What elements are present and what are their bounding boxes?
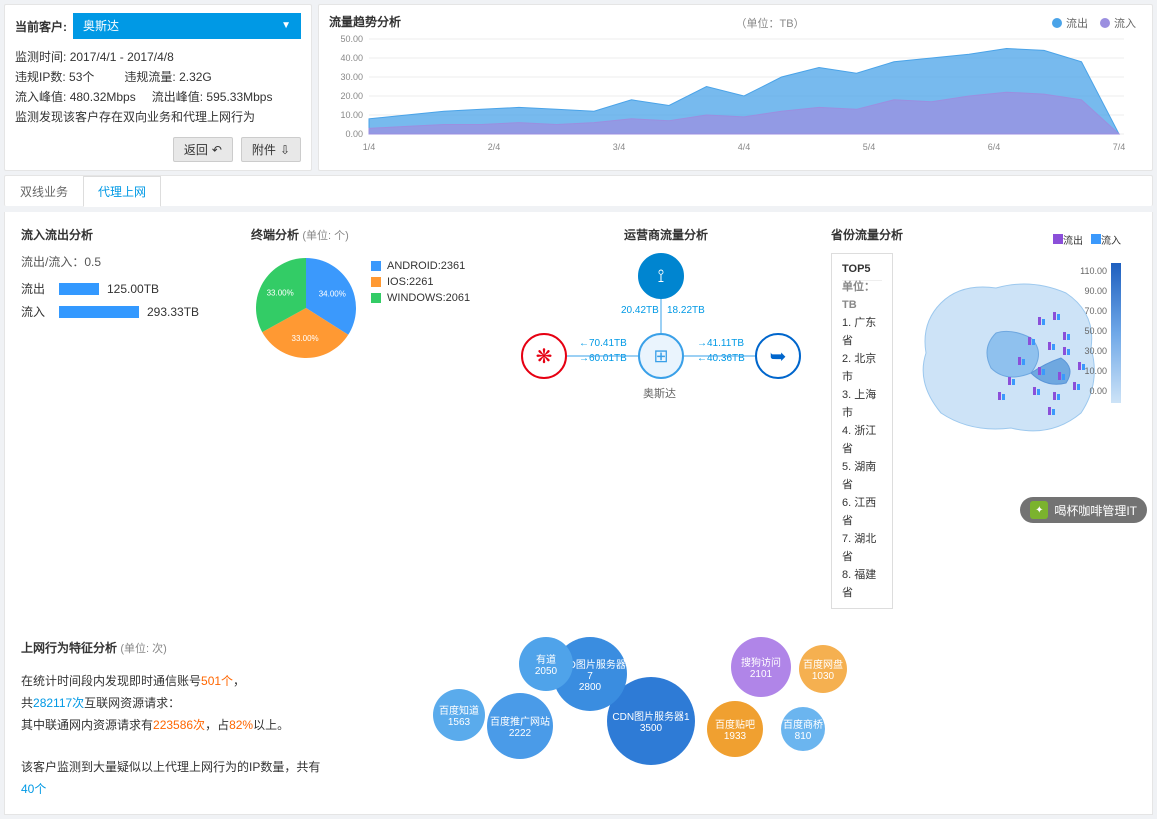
svg-text:40.00: 40.00 [340, 53, 363, 63]
in-peak-label: 流入峰值: [15, 90, 66, 104]
svg-text:1/4: 1/4 [363, 142, 376, 152]
violation-ip-value: 53个 [69, 70, 94, 84]
carrier-title: 运营商流量分析 [521, 226, 811, 243]
behavior-text: 上网行为特征分析 (单位: 次) 在统计时间段内发现即时通信账号501个， 共2… [21, 637, 321, 800]
province-section: 省份流量分析 流出 流入 TOP5单位：TB 1. 广东省2. 北京市3. 上海… [831, 226, 1121, 609]
svg-text:7/4: 7/4 [1113, 142, 1126, 152]
svg-text:10.00: 10.00 [340, 110, 363, 120]
bubble-item[interactable]: 有道2050 [519, 637, 573, 691]
violation-ip-label: 违规IP数: [15, 70, 66, 84]
trend-panel: 流量趋势分析 （单位：TB） 流出 流入 0.0010.0020.0030.00… [318, 4, 1153, 171]
tab-bar: 双线业务 代理上网 [4, 175, 1153, 206]
tab-content: 流入流出分析 流出/流入：0.5 流出125.00TB 流入293.33TB 终… [4, 212, 1153, 815]
province-top5: TOP5单位：TB 1. 广东省2. 北京市3. 上海市4. 浙江省5. 湖南省… [831, 253, 893, 609]
svg-text:33.00%: 33.00% [267, 289, 294, 298]
out-bar [59, 283, 99, 295]
back-button[interactable]: 返回↶ [173, 137, 233, 162]
customer-select[interactable]: 奥斯达 [73, 13, 301, 39]
in-value: 293.33TB [147, 305, 199, 319]
terminal-section: 终端分析 (单位: 个) 34.00%33.00%33.00% ANDROID:… [251, 226, 501, 609]
svg-text:6/4: 6/4 [988, 142, 1001, 152]
svg-text:30.00: 30.00 [340, 72, 363, 82]
china-map: 110.0090.0070.0050.0030.0010.000.00 [901, 253, 1121, 473]
bubble-item[interactable]: 百度推广网站2222 [487, 693, 553, 759]
terminal-legend: ANDROID:2361IOS:2261WINDOWS:2061 [371, 256, 470, 609]
inout-ratio: 0.5 [84, 255, 101, 269]
wechat-icon: ✦ [1030, 501, 1048, 519]
violation-flow-label: 违规流量: [124, 70, 175, 84]
customer-label: 当前客户: [15, 18, 67, 35]
svg-text:33.00%: 33.00% [291, 334, 318, 343]
trend-chart: 0.00 10.00 20.00 30.00 40.00 50.00 1/4 2/4 3/4 4/… [329, 34, 1129, 154]
undo-icon: ↶ [212, 143, 222, 157]
svg-text:34.00%: 34.00% [319, 290, 346, 299]
inout-section: 流入流出分析 流出/流入：0.5 流出125.00TB 流入293.33TB [21, 226, 231, 609]
watermark: ✦ 喝杯咖啡管理IT [1020, 497, 1147, 523]
svg-text:0.00: 0.00 [345, 129, 363, 139]
violation-flow-value: 2.32G [179, 70, 212, 84]
svg-text:2/4: 2/4 [488, 142, 501, 152]
in-peak-value: 480.32Mbps [70, 90, 136, 104]
svg-text:3/4: 3/4 [613, 142, 626, 152]
bubble-item[interactable]: 百度网盘1030 [799, 645, 847, 693]
gradient-legend [1111, 263, 1121, 403]
svg-text:5/4: 5/4 [863, 142, 876, 152]
tab-dualline[interactable]: 双线业务 [5, 176, 83, 207]
trend-legend: 流出 流入 [1052, 15, 1136, 31]
monitor-time-label: 监测时间: [15, 50, 66, 64]
trend-unit: （单位：TB） [736, 15, 805, 31]
svg-text:20.00: 20.00 [340, 91, 363, 101]
terminal-title: 终端分析 [251, 228, 299, 242]
bubble-item[interactable]: 百度知道1563 [433, 689, 485, 741]
bubble-item[interactable]: 百度贴吧1933 [707, 701, 763, 757]
download-icon: ⇩ [280, 143, 290, 157]
carrier-section: 运营商流量分析 ⟟ ❋ ➥ ⊞ 奥斯达 20.42TB 18.22TB ←70.… [521, 226, 811, 609]
bubble-item[interactable]: 搜狗访问2101 [731, 637, 791, 697]
terminal-pie: 34.00% 33.00% 33.00% [251, 253, 361, 363]
out-peak-value: 595.33Mbps [206, 90, 272, 104]
province-title: 省份流量分析 [831, 226, 903, 243]
in-bar [59, 306, 139, 318]
customer-selected: 奥斯达 [83, 19, 119, 33]
svg-text:4/4: 4/4 [738, 142, 751, 152]
out-value: 125.00TB [107, 282, 159, 296]
monitor-time-value: 2017/4/1 - 2017/4/8 [70, 50, 174, 64]
inout-title: 流入流出分析 [21, 226, 231, 243]
attachment-button[interactable]: 附件⇩ [241, 137, 301, 162]
svg-text:50.00: 50.00 [340, 34, 363, 44]
tab-proxy[interactable]: 代理上网 [83, 176, 161, 207]
behavior-bubbles: CDN图片服务器13500CND图片服务器72800百度推广网站2222搜狗访问… [337, 637, 1136, 787]
out-peak-label: 流出峰值: [152, 90, 203, 104]
customer-panel: 当前客户: 奥斯达 监测时间: 2017/4/1 - 2017/4/8 违规IP… [4, 4, 312, 171]
customer-summary: 监测发现该客户存在双向业务和代理上网行为 [15, 107, 301, 127]
bubble-item[interactable]: 百度商桥810 [781, 707, 825, 751]
carrier-diagram: ⟟ ❋ ➥ ⊞ 奥斯达 20.42TB 18.22TB ←70.41TB →60… [521, 253, 801, 433]
